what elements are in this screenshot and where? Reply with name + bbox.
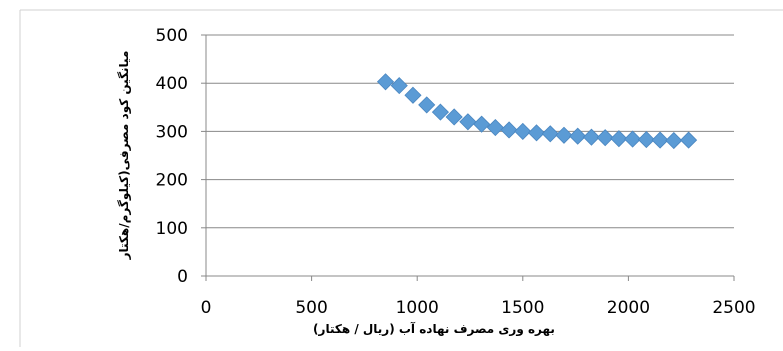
data-point bbox=[665, 131, 683, 150]
y-tick-label-500: 500 bbox=[156, 26, 188, 46]
data-point bbox=[390, 77, 408, 95]
data-point bbox=[500, 121, 518, 139]
y-tick-label-200: 200 bbox=[156, 171, 188, 191]
x-tick-label-0: 0 bbox=[201, 298, 212, 318]
y-tick-label-0: 0 bbox=[177, 267, 188, 287]
data-point bbox=[459, 113, 477, 131]
y-tick-label-100: 100 bbox=[156, 219, 188, 239]
data-point bbox=[680, 131, 698, 149]
x-tick-label-2500: 2500 bbox=[712, 298, 755, 318]
data-point bbox=[418, 96, 436, 114]
data-point bbox=[404, 86, 422, 104]
axes bbox=[201, 34, 735, 281]
data-point bbox=[376, 73, 395, 91]
x-tick-label-1500: 1500 bbox=[501, 298, 544, 318]
data-point bbox=[569, 127, 587, 145]
data-point bbox=[651, 131, 669, 149]
x-tick-label-2000: 2000 bbox=[607, 298, 650, 318]
data-point bbox=[527, 124, 546, 142]
data-point bbox=[596, 129, 614, 147]
data-point bbox=[445, 108, 463, 126]
x-axis-title: بهره وری مصرف نهاده آب (ریال / هکتار) bbox=[313, 321, 555, 337]
data-point bbox=[541, 125, 559, 143]
x-tick-labels: 0 500 1000 1500 2000 2500 bbox=[201, 298, 756, 318]
y-tick-labels: 0 100 200 300 400 500 bbox=[156, 26, 188, 287]
data-point bbox=[555, 126, 573, 144]
y-tick-label-300: 300 bbox=[156, 122, 188, 142]
data-point bbox=[582, 128, 601, 146]
data-point bbox=[637, 131, 655, 149]
data-point bbox=[431, 103, 449, 121]
data-point bbox=[610, 130, 628, 148]
data-points bbox=[376, 73, 698, 150]
data-point bbox=[486, 118, 504, 137]
x-tick-label-1000: 1000 bbox=[396, 298, 439, 318]
y-tick-label-400: 400 bbox=[156, 74, 188, 94]
gridlines bbox=[206, 34, 734, 229]
data-point bbox=[624, 130, 642, 148]
x-tick-label-500: 500 bbox=[295, 298, 327, 318]
y-axis-title: میانگین کود مصرفی(کیلوگرم/هکتار bbox=[117, 51, 132, 261]
data-point bbox=[514, 122, 532, 140]
data-point bbox=[473, 115, 491, 133]
